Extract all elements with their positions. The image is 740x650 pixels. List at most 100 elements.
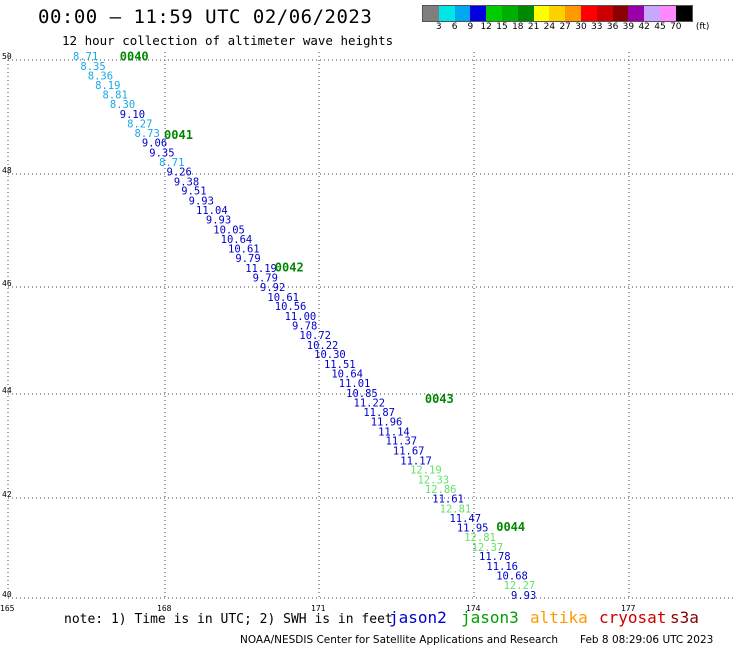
swh-observation: 11.17 [400,455,432,467]
swh-observation: 9.92 [260,282,285,294]
legend-swatch [486,6,502,21]
swh-observation: 11.47 [449,513,481,525]
legend-swatch [612,6,629,21]
time-label: 0040 [120,50,149,64]
legend-swatch [628,6,645,21]
longitude-tick-label: 171 [311,604,326,613]
swh-observation: 12.33 [417,475,449,487]
footer-note: note: 1) Time is in UTC; 2) SWH is in fe… [64,612,393,627]
swh-observation: 12.27 [504,580,536,592]
swh-observation: 11.78 [479,551,511,563]
mission-label-jason2: jason2 [389,608,447,627]
swh-observation: 12.81 [464,532,496,544]
legend-label: 18 [512,22,524,32]
swh-observation: 11.16 [486,561,518,573]
legend-label: 39 [622,22,635,32]
legend-swatch [501,6,518,21]
swh-observation: 11.19 [245,263,277,275]
latitude-tick-label: 48 [2,166,12,175]
swh-observation: 9.79 [235,253,260,265]
swh-observation: 11.67 [393,446,425,458]
swh-observation: 11.87 [363,407,395,419]
latitude-tick-label: 42 [2,490,12,499]
swh-observation: 11.61 [432,494,464,506]
page-subtitle: 12 hour collection of altimeter wave hei… [62,33,394,48]
swh-observation: 8.30 [110,99,135,111]
mission-label-jason3: jason3 [461,608,519,627]
swh-observation: 11.04 [196,205,228,217]
legend-label: 45 [654,22,666,32]
time-label: 0042 [275,260,304,274]
swh-observation: 9.93 [189,195,214,207]
longitude-tick-label: 174 [466,604,481,613]
swh-observation: 11.51 [324,359,356,371]
mission-label-cryosat: cryosat [599,608,667,627]
latitude-tick-label: 44 [2,386,12,395]
swh-observation: 8.71 [159,157,184,169]
swh-observation: 10.72 [299,330,331,342]
page-title: 00:00 – 11:59 UTC 02/06/2023 [38,6,373,28]
legend-label: 27 [559,22,571,32]
time-label: 0044 [496,520,525,534]
swh-observation: 9.78 [292,320,317,332]
longitude-tick-label: 165 [0,604,15,613]
longitude-tick-label: 177 [621,604,636,613]
legend-swatch [423,6,439,21]
credit-text: NOAA/NESDIS Center for Satellite Applica… [240,634,558,646]
swh-observation: 11.22 [354,397,386,409]
swh-observation: 10.30 [314,349,346,361]
latitude-tick-label: 40 [2,590,12,599]
swh-observation: 12.86 [425,484,457,496]
swh-observation: 10.64 [221,234,253,246]
time-label: 0041 [164,128,193,142]
legend-swatch [644,6,660,21]
swh-observation: 8.36 [88,71,113,83]
latitude-tick-label: 46 [2,279,12,288]
swh-observation: 9.26 [167,166,192,178]
legend-swatch [470,6,487,21]
swh-observation: 11.01 [339,378,371,390]
generated-timestamp: Feb 8 08:29:06 UTC 2023 [580,634,714,646]
swh-observation: 8.19 [95,80,120,92]
swh-observation: 9.51 [181,186,206,198]
legend-label: 24 [543,22,556,32]
time-label: 0043 [425,392,454,406]
swh-observation: 8.27 [127,118,152,130]
swh-observation: 11.14 [378,426,410,438]
swh-observation: 8.81 [103,89,128,101]
legend-label: 12 [480,22,492,32]
swh-observation: 12.19 [410,465,442,477]
swh-observation: 12.37 [472,542,504,554]
swh-observation: 10.68 [496,570,528,582]
latitude-tick-label: 50 [2,52,12,61]
legend-swatch [565,6,581,21]
legend-swatch [596,6,613,21]
swh-observation: 9.93 [511,590,536,602]
legend-unit: (ft) [695,22,710,32]
swh-observation: 11.37 [386,436,418,448]
swh-observation: 10.22 [307,340,339,352]
swh-observation: 11.95 [457,523,489,535]
legend-label: 42 [638,22,650,32]
swh-observation: 11.96 [371,417,403,429]
mission-label-s3a: s3a [670,608,699,627]
swh-observation: 9.93 [206,215,231,227]
legend-label: 70 [670,22,682,32]
swh-observation: 11.00 [285,311,317,323]
wave-height-color-legend [422,5,693,22]
legend-label: 33 [591,22,603,32]
swh-observation: 9.79 [253,273,278,285]
legend-swatch [454,6,471,21]
mission-label-altika: altika [530,608,588,627]
swh-observation: 9.10 [120,109,145,121]
swh-observation: 9.38 [174,176,199,188]
swh-observation: 10.56 [275,301,307,313]
swh-observation: 10.61 [228,244,260,256]
legend-label: 3 [435,22,442,32]
legend-labels: 3 6 9 12 15 18 21 24 27 30 33 36 39 42 45 70 (ft) [422,22,740,34]
swh-observation: 12.81 [440,504,472,516]
legend-label: 36 [606,22,619,32]
swh-observation: 10.05 [213,224,245,236]
swh-observation: 10.61 [267,292,299,304]
